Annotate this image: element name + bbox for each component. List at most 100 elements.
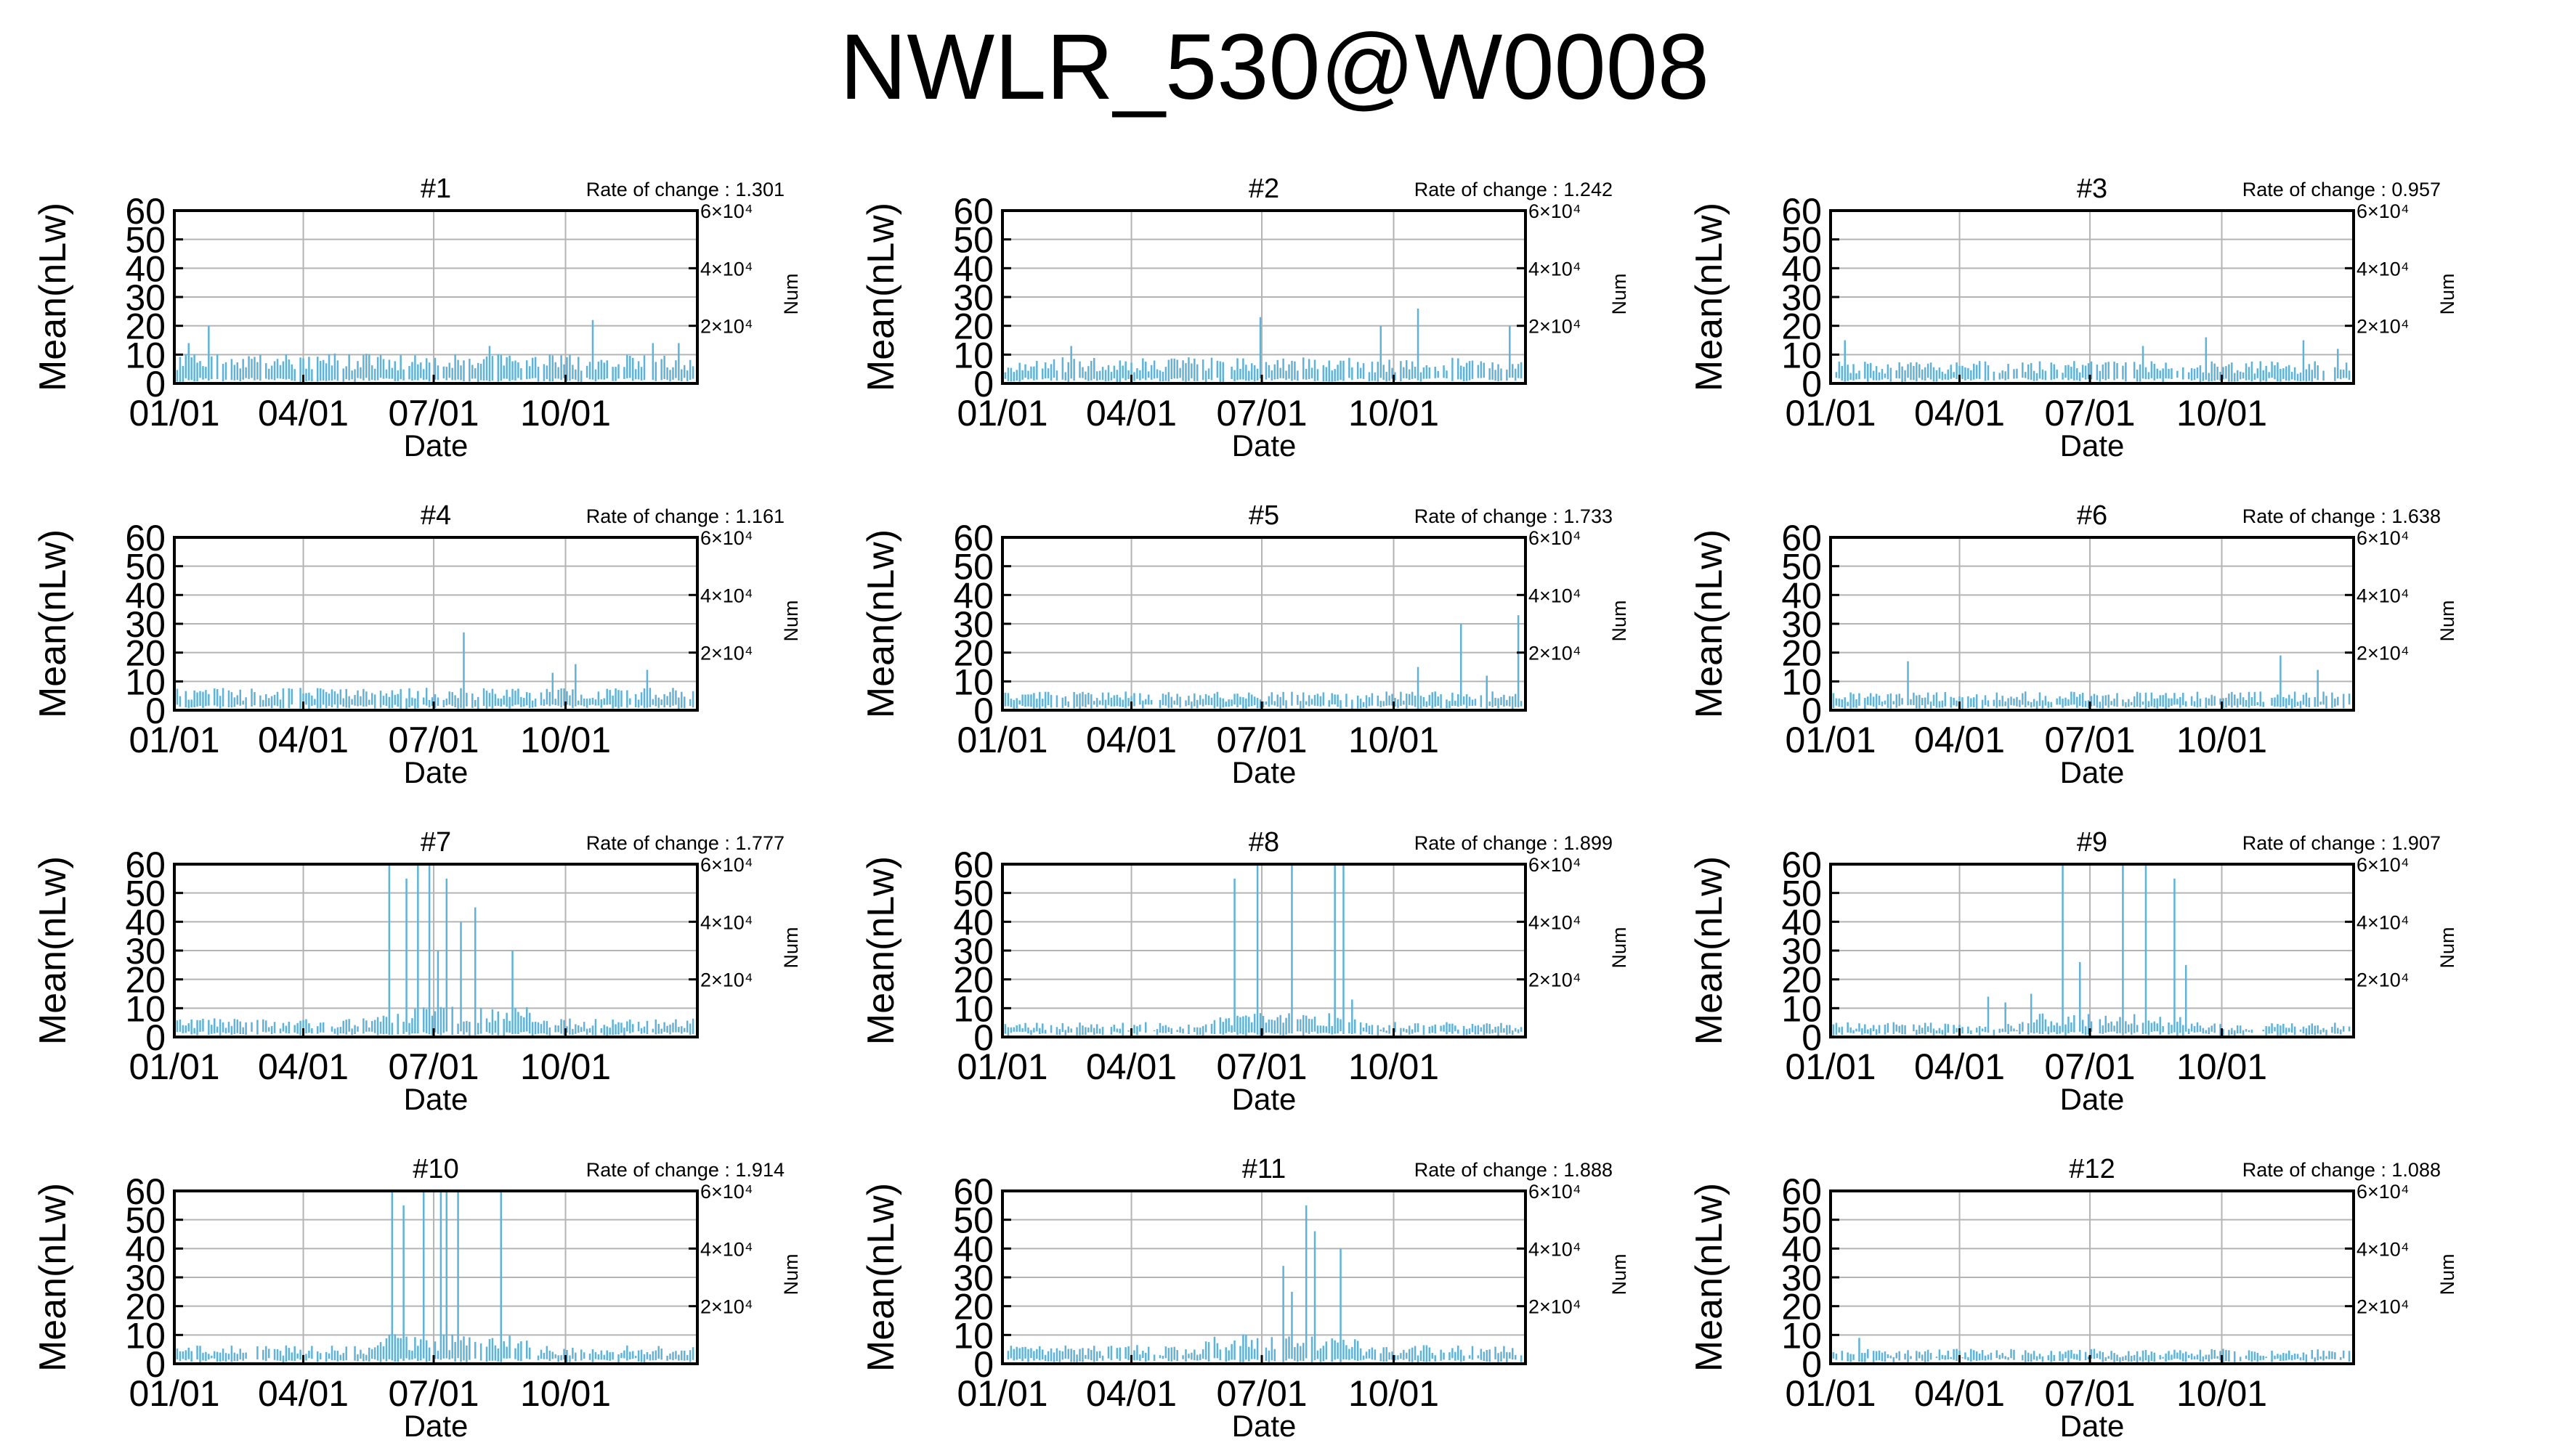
y2-axis-label: Num xyxy=(1608,273,1630,314)
x-tick-label: 07/01 xyxy=(2044,720,2135,760)
x-tick-label: 10/01 xyxy=(1348,1046,1439,1087)
y2-tick-label: 4×10⁴ xyxy=(2356,585,2409,606)
panel-title: #4 xyxy=(421,500,451,531)
x-tick-label: 10/01 xyxy=(2176,720,2267,760)
x-tick-label: 01/01 xyxy=(957,393,1047,434)
y2-tick-label: 4×10⁴ xyxy=(2356,258,2409,280)
panel-8: 010203040506001/01 04/01 07/01 10/012×10⁴4×… xyxy=(860,827,1630,1116)
x-tick-label: 04/01 xyxy=(1086,720,1177,760)
x-tick-label: 07/01 xyxy=(1216,1046,1307,1087)
panel-9: 010203040506001/01 04/01 07/01 10/012×10⁴4×… xyxy=(1688,827,2458,1116)
x-tick-label: 10/01 xyxy=(1348,1373,1439,1414)
x-tick-label: 01/01 xyxy=(129,1373,219,1414)
y2-tick-label: 4×10⁴ xyxy=(1528,585,1581,606)
y2-tick-label: 4×10⁴ xyxy=(1528,911,1581,933)
x-tick-label: 04/01 xyxy=(258,1373,349,1414)
y2-tick-label: 2×10⁴ xyxy=(700,969,753,991)
rate-of-change-label: Rate of change : 1.733 xyxy=(1414,505,1613,527)
y2-tick-label: 6×10⁴ xyxy=(700,854,753,876)
x-tick-label: 01/01 xyxy=(129,393,219,434)
rate-of-change-label: Rate of change : 0.957 xyxy=(2242,179,2441,200)
y2-tick-label: 2×10⁴ xyxy=(700,316,753,338)
panel-title: #3 xyxy=(2077,174,2107,204)
y-axis-label: Mean(nLw) xyxy=(1688,1183,1730,1372)
y-tick-label: 60 xyxy=(125,191,166,232)
y2-tick-label: 2×10⁴ xyxy=(2356,643,2409,664)
y-axis-label: Mean(nLw) xyxy=(1688,203,1730,391)
y-axis-label: Mean(nLw) xyxy=(860,1183,902,1372)
x-tick-label: 10/01 xyxy=(1348,720,1439,760)
panel-6: 010203040506001/01 04/01 07/01 10/012×10⁴4×… xyxy=(1688,500,2458,789)
y-axis-label: Mean(nLw) xyxy=(32,203,74,391)
y-tick-label: 60 xyxy=(953,518,994,558)
y2-axis-label: Num xyxy=(1608,927,1630,968)
x-tick-label: 10/01 xyxy=(520,1046,611,1087)
x-tick-label: 07/01 xyxy=(2044,393,2135,434)
x-axis-label: Date xyxy=(2060,1082,2125,1116)
rate-of-change-label: Rate of change : 1.888 xyxy=(1414,1159,1613,1181)
y2-tick-label: 2×10⁴ xyxy=(700,643,753,664)
x-tick-label: 10/01 xyxy=(2176,393,2267,434)
y2-tick-label: 6×10⁴ xyxy=(1528,200,1581,222)
y2-axis-label: Num xyxy=(1608,1253,1630,1295)
x-tick-label: 04/01 xyxy=(1086,1046,1177,1087)
y2-tick-label: 4×10⁴ xyxy=(2356,911,2409,933)
y2-axis-label: Num xyxy=(780,927,802,968)
y2-tick-label: 6×10⁴ xyxy=(1528,854,1581,876)
y2-tick-label: 6×10⁴ xyxy=(2356,854,2409,876)
rate-of-change-label: Rate of change : 1.907 xyxy=(2242,832,2441,854)
y-tick-label: 60 xyxy=(125,518,166,558)
x-tick-label: 07/01 xyxy=(1216,393,1307,434)
x-tick-label: 04/01 xyxy=(258,393,349,434)
y2-tick-label: 6×10⁴ xyxy=(2356,527,2409,549)
x-tick-label: 04/01 xyxy=(258,720,349,760)
y2-axis-label: Num xyxy=(2436,273,2458,314)
y-axis-label: Mean(nLw) xyxy=(32,1183,74,1372)
rate-of-change-label: Rate of change : 1.301 xyxy=(586,179,785,200)
x-axis-label: Date xyxy=(2060,1409,2125,1443)
y2-tick-label: 6×10⁴ xyxy=(700,527,753,549)
rate-of-change-label: Rate of change : 1.914 xyxy=(586,1159,785,1181)
y2-tick-label: 6×10⁴ xyxy=(700,1181,753,1203)
panel-title: #8 xyxy=(1249,827,1279,858)
x-tick-label: 01/01 xyxy=(129,720,219,760)
x-axis-label: Date xyxy=(404,755,469,789)
rate-of-change-label: Rate of change : 1.161 xyxy=(586,505,785,527)
rate-of-change-label: Rate of change : 1.638 xyxy=(2242,505,2441,527)
x-axis-label: Date xyxy=(1232,755,1297,789)
y-tick-label: 60 xyxy=(953,845,994,885)
x-tick-label: 01/01 xyxy=(129,1046,219,1087)
y2-axis-label: Num xyxy=(2436,600,2458,641)
x-tick-label: 07/01 xyxy=(1216,1373,1307,1414)
x-axis-label: Date xyxy=(1232,1409,1297,1443)
x-axis-label: Date xyxy=(404,428,469,463)
y-axis-label: Mean(nLw) xyxy=(860,203,902,391)
x-tick-label: 04/01 xyxy=(1086,1373,1177,1414)
x-tick-label: 10/01 xyxy=(520,720,611,760)
x-tick-label: 07/01 xyxy=(388,1046,479,1087)
y-axis-label: Mean(nLw) xyxy=(1688,529,1730,718)
x-tick-label: 01/01 xyxy=(1785,1373,1876,1414)
y2-tick-label: 2×10⁴ xyxy=(2356,316,2409,338)
y2-axis-label: Num xyxy=(2436,927,2458,968)
x-tick-label: 10/01 xyxy=(1348,393,1439,434)
x-tick-label: 04/01 xyxy=(1914,1046,2005,1087)
panel-title: #9 xyxy=(2077,827,2107,858)
panel-10: 010203040506001/01 04/01 07/01 10/012×10⁴4×… xyxy=(32,1154,802,1443)
panel-title: #6 xyxy=(2077,500,2107,531)
x-tick-label: 07/01 xyxy=(388,393,479,434)
panel-1: 010203040506001/01 04/01 07/01 10/012×10⁴4×… xyxy=(32,174,802,463)
y-axis-label: Mean(nLw) xyxy=(32,856,74,1045)
y2-tick-label: 4×10⁴ xyxy=(1528,258,1581,280)
y2-axis-label: Num xyxy=(2436,1253,2458,1295)
x-tick-label: 04/01 xyxy=(258,1046,349,1087)
x-axis-label: Date xyxy=(404,1082,469,1116)
y-axis-label: Mean(nLw) xyxy=(860,856,902,1045)
x-tick-label: 10/01 xyxy=(2176,1046,2267,1087)
y-axis-label: Mean(nLw) xyxy=(32,529,74,718)
y2-tick-label: 4×10⁴ xyxy=(700,585,753,606)
